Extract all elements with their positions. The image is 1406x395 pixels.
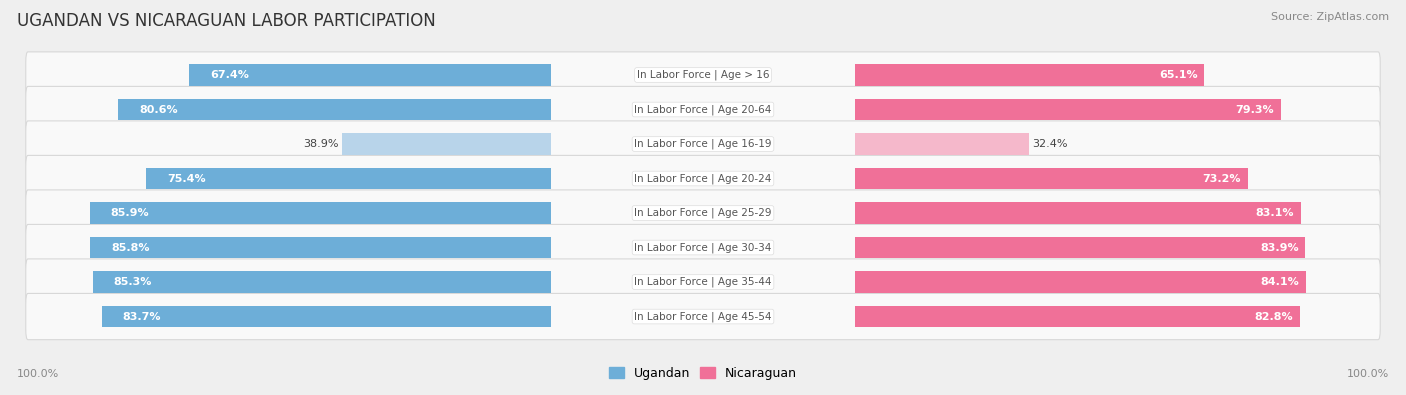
Text: 32.4%: 32.4%	[1032, 139, 1067, 149]
Text: 83.7%: 83.7%	[122, 312, 160, 322]
Text: In Labor Force | Age 25-29: In Labor Force | Age 25-29	[634, 208, 772, 218]
Text: Source: ZipAtlas.com: Source: ZipAtlas.com	[1271, 12, 1389, 22]
Text: 85.9%: 85.9%	[111, 208, 149, 218]
FancyBboxPatch shape	[25, 293, 1381, 340]
Bar	[855, 168, 1249, 189]
Text: In Labor Force | Age 20-24: In Labor Force | Age 20-24	[634, 173, 772, 184]
Text: In Labor Force | Age > 16: In Labor Force | Age > 16	[637, 70, 769, 80]
Bar	[146, 168, 551, 189]
Text: In Labor Force | Age 16-19: In Labor Force | Age 16-19	[634, 139, 772, 149]
Bar	[855, 99, 1281, 120]
Text: 84.1%: 84.1%	[1261, 277, 1299, 287]
Text: 73.2%: 73.2%	[1202, 173, 1241, 184]
Text: 100.0%: 100.0%	[17, 369, 59, 379]
Bar	[855, 306, 1299, 327]
FancyBboxPatch shape	[25, 190, 1381, 236]
Text: 80.6%: 80.6%	[139, 105, 177, 115]
Text: 83.1%: 83.1%	[1256, 208, 1295, 218]
Text: 85.8%: 85.8%	[111, 243, 149, 252]
Bar	[90, 237, 551, 258]
Bar	[93, 271, 551, 293]
Text: In Labor Force | Age 20-64: In Labor Force | Age 20-64	[634, 104, 772, 115]
Text: 85.3%: 85.3%	[114, 277, 152, 287]
Text: 65.1%: 65.1%	[1159, 70, 1198, 80]
Bar	[855, 237, 1305, 258]
FancyBboxPatch shape	[25, 121, 1381, 167]
FancyBboxPatch shape	[25, 87, 1381, 133]
Text: 82.8%: 82.8%	[1254, 312, 1292, 322]
Bar	[118, 99, 551, 120]
Text: 38.9%: 38.9%	[304, 139, 339, 149]
Bar	[855, 64, 1205, 86]
Text: In Labor Force | Age 45-54: In Labor Force | Age 45-54	[634, 311, 772, 322]
Text: 79.3%: 79.3%	[1236, 105, 1274, 115]
Text: UGANDAN VS NICARAGUAN LABOR PARTICIPATION: UGANDAN VS NICARAGUAN LABOR PARTICIPATIO…	[17, 12, 436, 30]
FancyBboxPatch shape	[25, 224, 1381, 271]
Bar	[855, 134, 1029, 155]
Text: 100.0%: 100.0%	[1347, 369, 1389, 379]
Text: 75.4%: 75.4%	[167, 173, 205, 184]
Text: 83.9%: 83.9%	[1260, 243, 1299, 252]
FancyBboxPatch shape	[25, 155, 1381, 201]
Bar	[90, 202, 551, 224]
Bar	[101, 306, 551, 327]
Bar	[855, 202, 1301, 224]
Text: 67.4%: 67.4%	[209, 70, 249, 80]
Bar	[190, 64, 551, 86]
Bar	[343, 134, 551, 155]
Legend: Ugandan, Nicaraguan: Ugandan, Nicaraguan	[603, 362, 803, 385]
Text: In Labor Force | Age 30-34: In Labor Force | Age 30-34	[634, 242, 772, 253]
FancyBboxPatch shape	[25, 259, 1381, 305]
Text: In Labor Force | Age 35-44: In Labor Force | Age 35-44	[634, 277, 772, 287]
FancyBboxPatch shape	[25, 52, 1381, 98]
Bar	[855, 271, 1306, 293]
